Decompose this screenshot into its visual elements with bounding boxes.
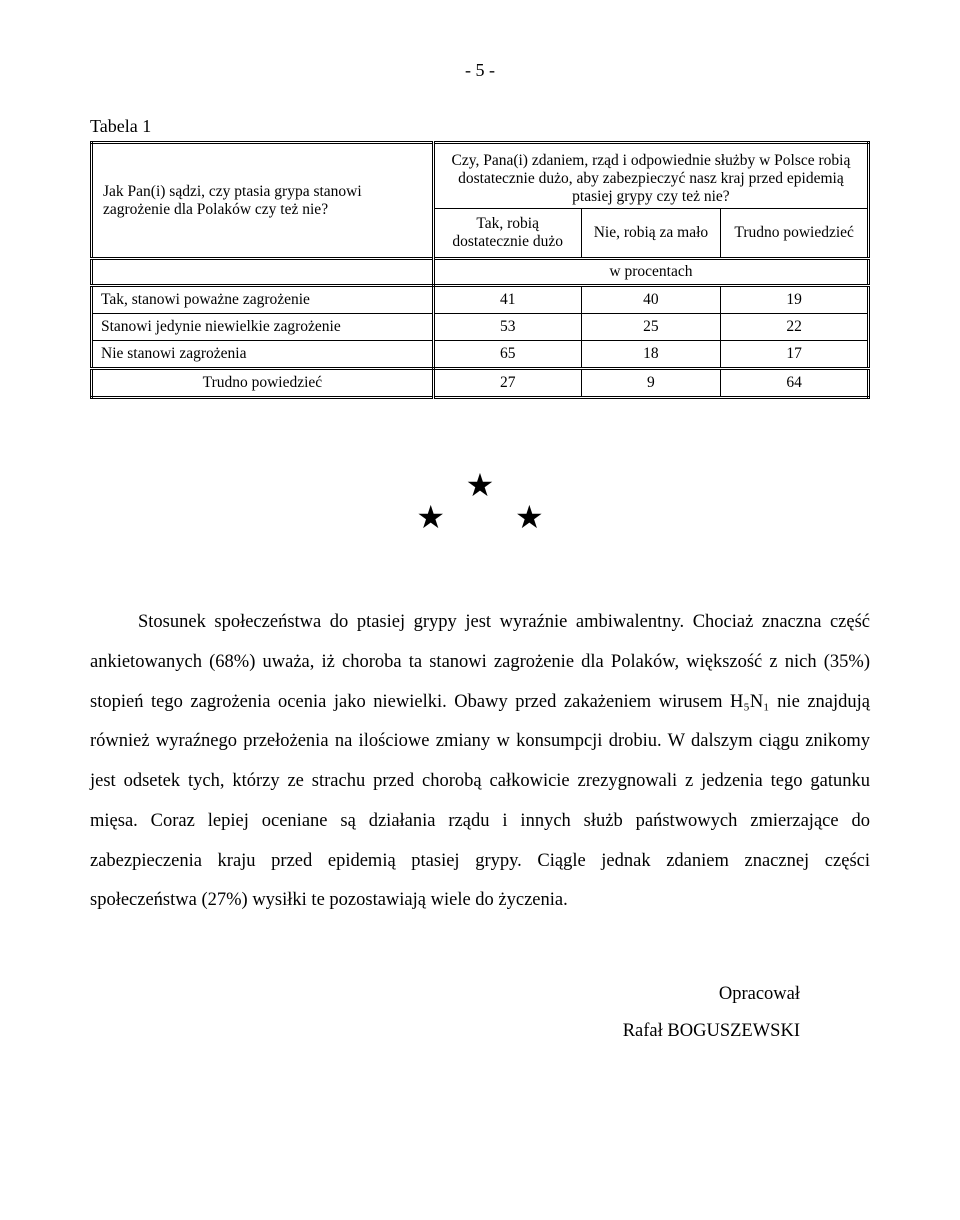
table-cell: 27 bbox=[433, 369, 581, 398]
table-cell: 17 bbox=[721, 341, 869, 369]
column-subheader: Trudno powiedzieć bbox=[721, 209, 869, 259]
row-header-question: Jak Pan(i) sądzi, czy ptasia grypa stano… bbox=[92, 143, 434, 259]
star-icon: ★ bbox=[416, 501, 445, 533]
table-caption: Tabela 1 bbox=[90, 116, 870, 137]
prepared-by-label: Opracował bbox=[90, 976, 800, 1013]
signature-block: Opracował Rafał BOGUSZEWSKI bbox=[90, 976, 870, 1050]
unit-label: w procentach bbox=[433, 259, 868, 286]
column-subheader: Nie, robią za mało bbox=[581, 209, 721, 259]
table-cell: 18 bbox=[581, 341, 721, 369]
table-cell: 53 bbox=[433, 314, 581, 341]
table-cell: 19 bbox=[721, 286, 869, 314]
table-cell: 9 bbox=[581, 369, 721, 398]
page-number: - 5 - bbox=[90, 60, 870, 81]
table-cell: 64 bbox=[721, 369, 869, 398]
table-cell: 41 bbox=[433, 286, 581, 314]
table-row-label: Stanowi jedynie niewielkie zagrożenie bbox=[92, 314, 434, 341]
body-paragraph: Stosunek społeczeństwa do ptasiej grypy … bbox=[90, 603, 870, 921]
star-icon: ★ bbox=[466, 469, 495, 501]
star-icon: ★ bbox=[515, 501, 544, 533]
table-cell: 40 bbox=[581, 286, 721, 314]
column-subheader: Tak, robią dostatecznie dużo bbox=[433, 209, 581, 259]
column-header-question: Czy, Pana(i) zdaniem, rząd i odpowiednie… bbox=[433, 143, 868, 209]
table-cell: 65 bbox=[433, 341, 581, 369]
table-row-label: Nie stanowi zagrożenia bbox=[92, 341, 434, 369]
author-name: Rafał BOGUSZEWSKI bbox=[90, 1013, 800, 1050]
table-cell: 25 bbox=[581, 314, 721, 341]
table-row-label: Trudno powiedzieć bbox=[92, 369, 434, 398]
table-cell: 22 bbox=[721, 314, 869, 341]
cross-table: Jak Pan(i) sądzi, czy ptasia grypa stano… bbox=[90, 141, 870, 399]
section-divider-stars: ★ ★ ★ bbox=[90, 469, 870, 533]
table-row-label: Tak, stanowi poważne zagrożenie bbox=[92, 286, 434, 314]
